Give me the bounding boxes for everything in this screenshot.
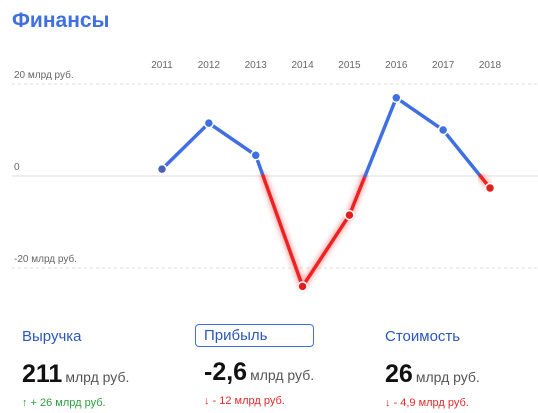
arrow-down-icon: ↓ (385, 397, 391, 409)
metric-profit-value-row: -2,6 млрд руб. (204, 358, 314, 387)
series-line-negative (347, 174, 367, 217)
data-point (437, 124, 449, 136)
metric-profit-change-text: - 12 млрд руб. (212, 395, 285, 407)
metric-value-value-row: 26 млрд руб. (385, 360, 480, 389)
x-tick-label: 2013 (245, 60, 268, 71)
series-line-positive (394, 96, 445, 132)
series-line-negative (261, 174, 305, 289)
y-tick-label: 0 (14, 162, 20, 173)
metric-value-unit: млрд руб. (415, 369, 480, 385)
x-tick-label: 2018 (479, 60, 502, 71)
series-line-negative (300, 213, 352, 289)
metric-profit-unit: млрд руб. (250, 367, 315, 383)
profit-line-chart: 20 млрд руб. 0 -20 млрд руб. 2011 2012 2013 20… (12, 60, 538, 292)
data-point (250, 150, 261, 161)
series-line-positive (160, 121, 211, 171)
data-point (297, 281, 308, 292)
data-point (484, 182, 496, 194)
metric-revenue-change-text: + 26 млрд руб. (30, 397, 106, 409)
metric-revenue-unit: млрд руб. (65, 369, 130, 385)
metric-value-value: 26 (385, 360, 413, 388)
x-tick-label: 2014 (291, 60, 314, 71)
series-line-positive (363, 96, 399, 178)
metric-value-label[interactable]: Стоимость (385, 328, 461, 345)
metric-value-change: ↓ - 4,9 млрд руб. (385, 397, 480, 409)
metric-profit-change: ↓ - 12 млрд руб. (204, 395, 314, 407)
metric-revenue-value: 211 (22, 360, 63, 388)
data-point (203, 117, 215, 129)
x-tick-label: 2016 (385, 60, 408, 71)
metric-revenue-value-row: 211 млрд руб. (22, 360, 129, 389)
data-point (344, 209, 355, 221)
metric-value[interactable]: Стоимость 26 млрд руб. ↓ - 4,9 млрд руб. (385, 328, 480, 409)
metric-profit[interactable]: Прибыль -2,6 млрд руб. ↓ - 12 млрд руб. (195, 324, 315, 407)
arrow-down-icon: ↓ (204, 395, 210, 407)
page-title: Финансы (12, 9, 110, 32)
series-line-positive (207, 121, 258, 158)
data-point (391, 92, 402, 104)
y-tick-label: 20 млрд руб. (14, 69, 74, 81)
metric-profit-label[interactable]: Прибыль (195, 324, 315, 347)
y-tick-label: -20 млрд руб. (14, 253, 77, 265)
metric-profit-value: -2,6 (204, 358, 248, 386)
data-point (156, 163, 168, 175)
arrow-up-icon: ↑ (22, 397, 28, 409)
x-tick-label: 2015 (338, 60, 361, 71)
series-line-positive (441, 128, 483, 178)
metric-revenue-change: ↑ + 26 млрд руб. (22, 397, 129, 409)
metric-revenue-label[interactable]: Выручка (22, 328, 82, 345)
x-tick-label: 2011 (151, 60, 173, 71)
metric-revenue[interactable]: Выручка 211 млрд руб. ↑ + 26 млрд руб. (22, 328, 129, 409)
x-tick-label: 2017 (432, 60, 455, 71)
metric-value-change-text: - 4,9 млрд руб. (393, 397, 469, 409)
x-tick-label: 2012 (198, 60, 221, 71)
